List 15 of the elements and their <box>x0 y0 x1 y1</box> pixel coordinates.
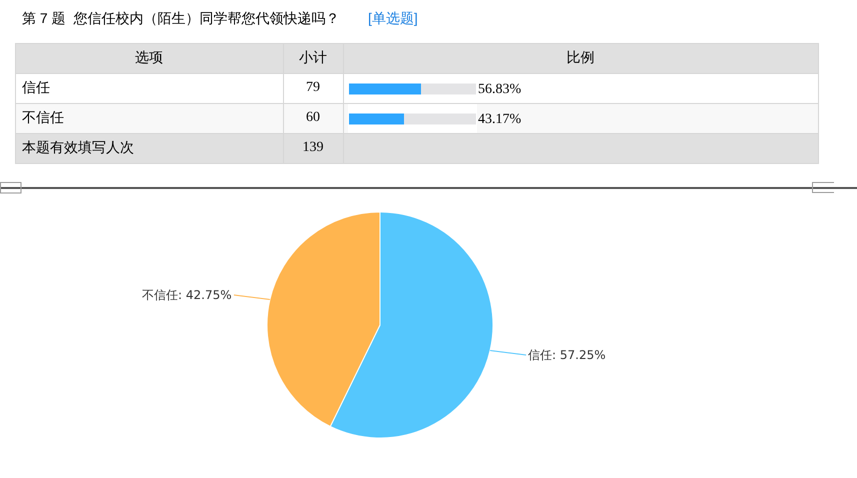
chart-subtitle: [单选题] <box>368 9 418 27</box>
text: 139 <box>302 140 324 156</box>
text: 60 <box>306 110 320 126</box>
text: 本题有效填写人次 <box>22 139 134 157</box>
text: 第 7 题 您信任校内（陌生）同学帮您代领快递吗？ <box>22 9 340 27</box>
text: 比例 <box>566 49 594 67</box>
data-label: 56.83% <box>478 82 522 97</box>
slice-label: 信任: 57.25% <box>528 348 606 362</box>
text: 79 <box>306 80 320 96</box>
y-axis-title: 选项 <box>135 49 163 67</box>
slice-label: 不信任: 42.75% <box>142 288 232 302</box>
y-tick-label: 信任 <box>22 79 50 97</box>
y-tick-label: 不信任 <box>22 109 64 127</box>
text: 小计 <box>299 49 327 67</box>
data-label: 43.17% <box>478 112 522 127</box>
